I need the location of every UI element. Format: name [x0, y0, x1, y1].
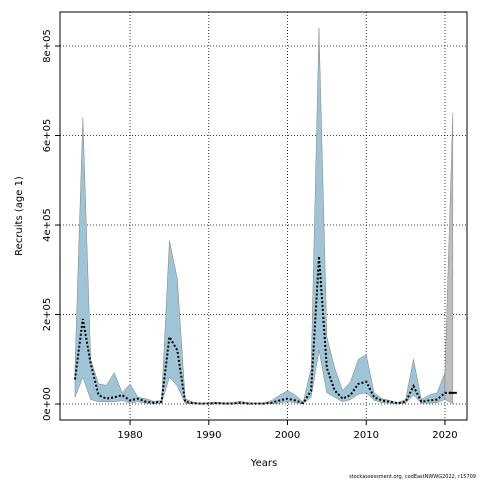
x-tick-label: 1980	[117, 430, 142, 441]
x-tick-label: 2020	[432, 430, 457, 441]
caption: stockassessment.org, codEastNWWG2022, r1…	[349, 474, 476, 480]
y-tick-label: 4e+05	[42, 208, 53, 242]
x-tick-label: 1990	[196, 430, 221, 441]
y-tick-label: 2e+05	[42, 298, 53, 332]
x-tick-label: 2000	[275, 430, 300, 441]
median-line	[73, 256, 453, 405]
plot-frame	[59, 11, 468, 421]
x-axis-label: Years	[250, 458, 277, 469]
x-tick-label: 2010	[354, 430, 379, 441]
y-axis-label: Recruits (age 1)	[14, 176, 25, 256]
last-year-band	[444, 113, 454, 404]
y-tick-label: 6e+05	[42, 119, 53, 153]
y-tick-label: 8e+05	[42, 29, 53, 63]
y-tick-label: 0e+00	[42, 387, 53, 421]
